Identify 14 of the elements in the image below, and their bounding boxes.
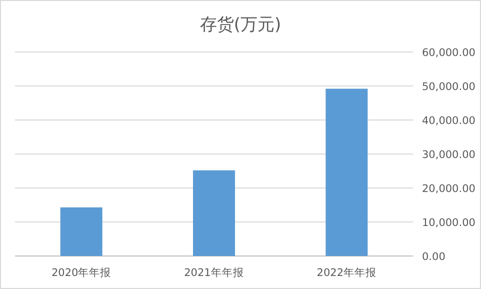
y-tick-label: 20,000.00 bbox=[422, 183, 476, 195]
chart-title: 存货(万元) bbox=[200, 15, 282, 35]
bar bbox=[326, 88, 368, 256]
y-tick-label: 30,000.00 bbox=[422, 149, 476, 161]
bar bbox=[193, 170, 235, 256]
x-tick-label: 2021年年报 bbox=[184, 267, 244, 279]
y-tick-label: 50,000.00 bbox=[422, 81, 476, 93]
x-tick-label: 2022年年报 bbox=[316, 267, 377, 279]
x-tick-label: 2020年年报 bbox=[51, 267, 112, 279]
y-tick-label: 0.00 bbox=[422, 251, 446, 263]
y-tick-label: 40,000.00 bbox=[422, 115, 476, 127]
bar bbox=[60, 207, 102, 256]
y-tick-label: 10,000.00 bbox=[422, 217, 476, 229]
y-tick-label: 60,000.00 bbox=[422, 47, 476, 59]
